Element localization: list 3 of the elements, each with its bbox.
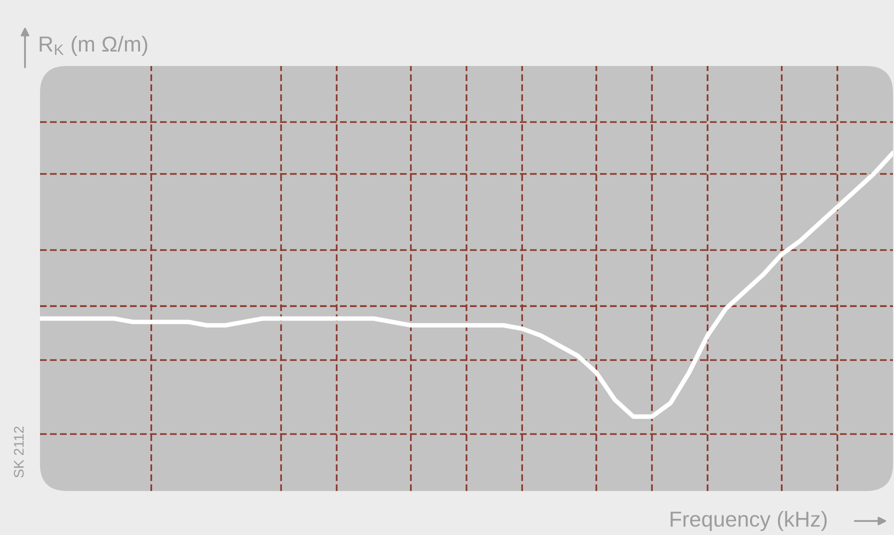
x-axis-title: Frequency (kHz) [670, 510, 827, 532]
text: SK 2112 [14, 426, 24, 478]
y-axis-title: R$_{K}$ (m Ω/m) [40, 36, 148, 56]
